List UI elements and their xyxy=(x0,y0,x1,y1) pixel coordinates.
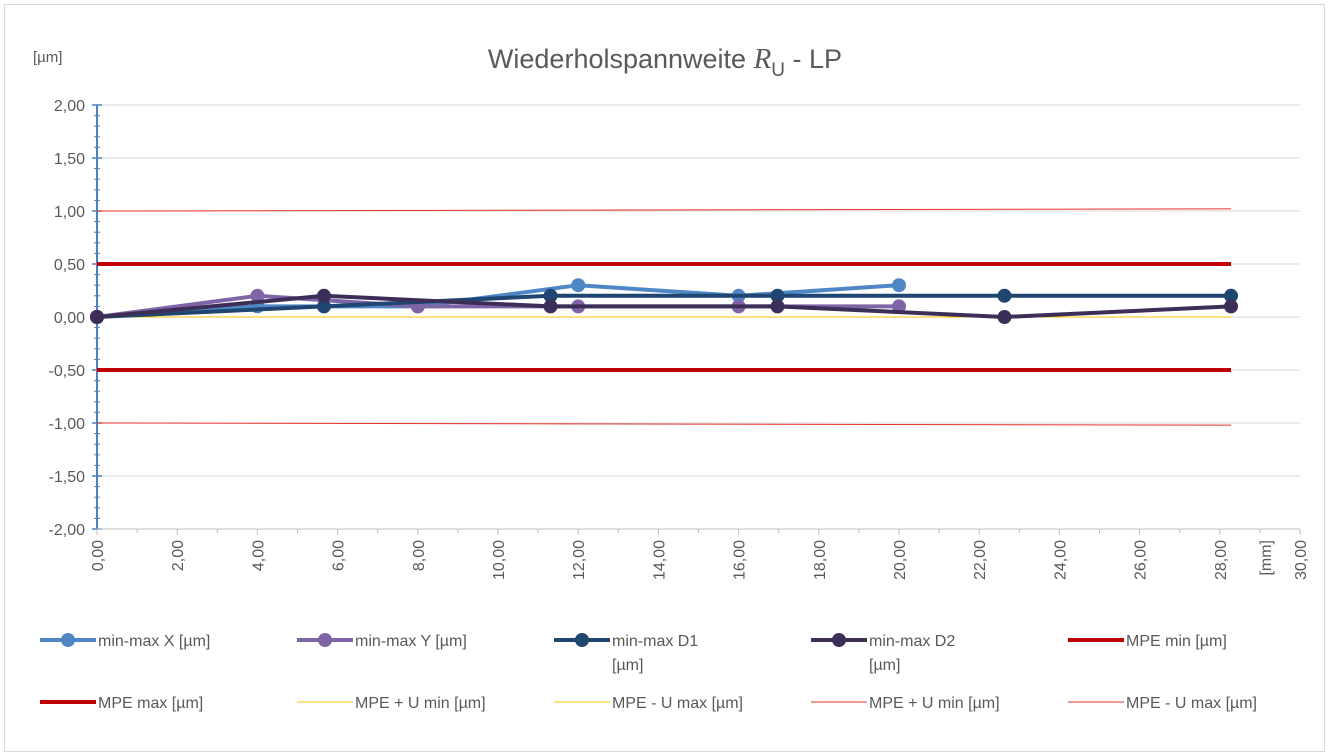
legend-label: MPE max [µm] xyxy=(98,695,204,712)
data-point xyxy=(543,299,558,314)
legend-item: MPE - U max [µm] xyxy=(1066,692,1323,754)
x-tick-label: 14,00 xyxy=(651,540,668,580)
legend-label: MPE + U min [µm] xyxy=(355,695,486,712)
x-tick-label: 12,00 xyxy=(571,540,588,580)
legend-swatch xyxy=(1068,701,1124,703)
title-symbol: R xyxy=(753,43,772,75)
x-tick-label: 18,00 xyxy=(812,540,829,580)
title-text: Wiederholspannweite xyxy=(488,44,754,74)
data-point xyxy=(770,299,785,314)
legend-swatch xyxy=(297,701,353,703)
data-point xyxy=(250,288,265,303)
x-tick-label: 30,00 xyxy=(1293,540,1310,580)
legend-label: min-max D2 [µm] xyxy=(869,633,956,674)
legend-swatch xyxy=(40,700,96,704)
x-tick-label: 26,00 xyxy=(1133,540,1150,580)
series-line xyxy=(96,293,1232,319)
legend-swatch xyxy=(40,633,96,647)
data-point xyxy=(1224,288,1239,303)
title-subscript: U xyxy=(771,60,785,81)
title-suffix: - LP xyxy=(785,44,842,74)
data-point xyxy=(770,288,785,303)
legend-swatch xyxy=(554,633,610,647)
series-line xyxy=(96,422,1232,426)
series-line xyxy=(96,208,1232,212)
legend-item: MPE max [µm] xyxy=(38,692,295,754)
x-unit: [mm] xyxy=(1258,540,1275,576)
x-tick-label: 16,00 xyxy=(732,540,749,580)
legend-label: min-max X [µm] xyxy=(98,633,211,650)
data-point xyxy=(316,288,331,303)
y-tick-label: -2,00 xyxy=(49,522,86,539)
legend-label: MPE - U max [µm] xyxy=(1126,695,1257,712)
data-point xyxy=(997,310,1012,324)
data-point xyxy=(571,278,586,293)
x-tick-label: 28,00 xyxy=(1213,540,1230,580)
series-line xyxy=(96,293,1232,319)
legend-swatch xyxy=(811,633,867,647)
legend-label: min-max Y [µm] xyxy=(355,633,467,650)
legend-item: min-max Y [µm] xyxy=(295,630,552,692)
y-tick-label: -1,50 xyxy=(49,469,86,486)
legend-item: min-max D2 [µm] xyxy=(809,630,1066,692)
x-tick-label: 22,00 xyxy=(972,540,989,580)
legend-item: min-max D1 [µm] xyxy=(552,630,809,692)
legend-item: MPE + U min [µm] xyxy=(809,692,1066,754)
data-point xyxy=(892,278,906,293)
y-tick-label: -1,00 xyxy=(49,416,86,433)
legend-marker xyxy=(61,633,75,647)
legend-item: MPE + U min [µm] xyxy=(295,692,552,754)
y-tick-label: -0,50 xyxy=(49,363,86,380)
chart-frame xyxy=(4,4,1325,752)
legend-item: min-max X [µm] xyxy=(38,630,295,692)
x-tick-label: 2,00 xyxy=(170,540,187,571)
legend-label: MPE min [µm] xyxy=(1126,633,1227,650)
legend-label: min-max D1 [µm] xyxy=(612,633,699,674)
y-tick-label: 1,00 xyxy=(54,204,85,221)
x-tick-label: 6,00 xyxy=(331,540,348,571)
legend-swatch xyxy=(1068,638,1124,642)
legend-swatch xyxy=(811,701,867,703)
legend-label: MPE + U min [µm] xyxy=(869,695,1000,712)
legend-marker xyxy=(575,633,589,647)
y-tick-label: 1,50 xyxy=(54,151,85,168)
x-tick-label: 20,00 xyxy=(892,540,909,580)
data-point xyxy=(543,288,558,303)
x-tick-label: 0,00 xyxy=(90,540,107,571)
data-point xyxy=(1224,299,1239,314)
legend: min-max X [µm] min-max Y [µm] min-max D1 [… xyxy=(38,630,1328,754)
legend-label: MPE - U max [µm] xyxy=(612,695,743,712)
legend-marker xyxy=(832,633,846,647)
y-unit: [µm] xyxy=(33,49,62,66)
x-tick-label: 8,00 xyxy=(411,540,428,571)
x-tick-label: 24,00 xyxy=(1052,540,1069,580)
y-tick-label: 0,50 xyxy=(54,257,85,274)
x-tick-label: 4,00 xyxy=(250,540,267,571)
chart-title: Wiederholspannweite RU - LP xyxy=(488,43,842,81)
data-point xyxy=(316,299,331,314)
y-tick-label: 2,00 xyxy=(54,98,85,115)
data-point xyxy=(997,288,1012,303)
legend-item: MPE - U max [µm] xyxy=(552,692,809,754)
legend-swatch xyxy=(297,633,353,647)
x-tick-label: 10,00 xyxy=(491,540,508,580)
y-tick-label: 0,00 xyxy=(54,310,85,327)
legend-swatch xyxy=(554,701,610,703)
data-point xyxy=(892,299,906,314)
legend-item: MPE min [µm] xyxy=(1066,630,1323,692)
data-point xyxy=(90,310,104,324)
legend-marker xyxy=(318,633,332,647)
